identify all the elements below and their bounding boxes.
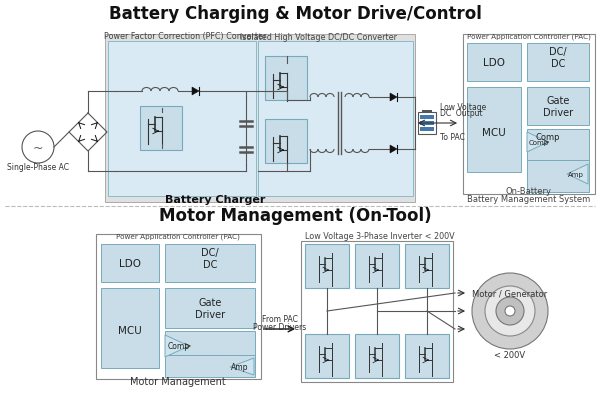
- Text: Comp: Comp: [536, 132, 560, 141]
- Text: Amp: Amp: [231, 363, 249, 372]
- Polygon shape: [192, 88, 199, 96]
- Text: Power Factor Correction (PFC) Converter: Power Factor Correction (PFC) Converter: [104, 33, 266, 41]
- Bar: [527, 161, 589, 192]
- Text: Motor / Generator: Motor / Generator: [472, 289, 548, 298]
- Text: MCU: MCU: [118, 325, 142, 335]
- Bar: [467, 44, 521, 82]
- Bar: [101, 244, 159, 282]
- Bar: [140, 107, 182, 151]
- Polygon shape: [390, 94, 397, 102]
- Text: Low Voltage 3-Phase Inverter < 200V: Low Voltage 3-Phase Inverter < 200V: [305, 232, 455, 241]
- Text: Power Drivers: Power Drivers: [253, 323, 307, 332]
- Text: Comp: Comp: [168, 342, 190, 351]
- Polygon shape: [567, 165, 588, 185]
- Bar: [420, 122, 434, 126]
- Polygon shape: [165, 335, 189, 357]
- Circle shape: [472, 273, 548, 349]
- Text: Single-Phase AC: Single-Phase AC: [7, 163, 69, 172]
- Text: Comp: Comp: [529, 140, 549, 146]
- Text: < 200V: < 200V: [494, 351, 526, 360]
- Text: Amp: Amp: [568, 171, 584, 178]
- Text: LDO: LDO: [483, 58, 505, 68]
- Bar: [305, 334, 349, 378]
- Bar: [165, 244, 255, 282]
- Text: LDO: LDO: [119, 259, 141, 268]
- Text: Low Voltage: Low Voltage: [440, 102, 486, 111]
- Circle shape: [496, 297, 524, 325]
- Bar: [467, 88, 521, 173]
- Bar: [301, 242, 453, 382]
- Bar: [265, 57, 307, 101]
- Bar: [527, 88, 589, 126]
- Text: DC/
DC: DC/ DC: [549, 47, 567, 69]
- Polygon shape: [527, 133, 548, 153]
- Polygon shape: [230, 358, 254, 375]
- Bar: [422, 111, 432, 114]
- Bar: [405, 334, 449, 378]
- Bar: [405, 244, 449, 288]
- Text: Battery Charger: Battery Charger: [165, 195, 265, 204]
- Text: DC  Output: DC Output: [440, 108, 482, 117]
- Bar: [265, 120, 307, 164]
- Bar: [420, 116, 434, 120]
- Text: Motor Management: Motor Management: [130, 376, 226, 386]
- Text: Gate
Driver: Gate Driver: [195, 297, 225, 319]
- Circle shape: [485, 286, 535, 336]
- Text: DC/
DC: DC/ DC: [201, 248, 219, 269]
- Bar: [165, 288, 255, 328]
- Circle shape: [505, 306, 515, 316]
- Text: Gate
Driver: Gate Driver: [543, 96, 573, 118]
- Text: Isolated High Voltage DC/DC Converter: Isolated High Voltage DC/DC Converter: [239, 33, 397, 41]
- Text: On-Battery: On-Battery: [506, 187, 552, 196]
- Bar: [527, 44, 589, 82]
- Text: To PAC: To PAC: [440, 133, 465, 142]
- Text: Motor Management (On-Tool): Motor Management (On-Tool): [158, 206, 431, 224]
- Bar: [463, 35, 595, 195]
- Bar: [355, 334, 399, 378]
- Text: Battery Charging & Motor Drive/Control: Battery Charging & Motor Drive/Control: [109, 5, 481, 23]
- Text: Power Application Controller (PAC): Power Application Controller (PAC): [467, 34, 591, 40]
- Bar: [105, 35, 415, 202]
- Bar: [418, 113, 436, 135]
- Bar: [355, 244, 399, 288]
- Bar: [108, 42, 256, 197]
- Bar: [305, 244, 349, 288]
- Text: MCU: MCU: [482, 128, 506, 138]
- Polygon shape: [390, 146, 397, 154]
- Bar: [96, 235, 261, 379]
- Bar: [420, 128, 434, 132]
- Bar: [527, 130, 589, 161]
- Text: ~: ~: [33, 141, 43, 154]
- Bar: [165, 355, 255, 377]
- Bar: [101, 288, 159, 368]
- Text: Battery Management System: Battery Management System: [467, 194, 590, 203]
- Text: Power Application Controller (PAC): Power Application Controller (PAC): [116, 233, 240, 240]
- Text: From PAC: From PAC: [262, 315, 298, 324]
- Bar: [165, 331, 255, 366]
- Bar: [258, 42, 413, 197]
